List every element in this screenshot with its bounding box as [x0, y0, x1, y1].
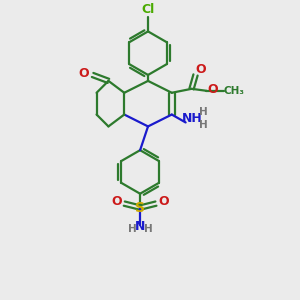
Text: H: H: [128, 224, 136, 234]
Text: H: H: [199, 106, 208, 117]
Text: O: O: [111, 195, 122, 208]
Text: O: O: [207, 83, 218, 96]
Text: O: O: [158, 195, 169, 208]
Text: Cl: Cl: [141, 3, 154, 16]
Text: O: O: [195, 62, 206, 76]
Text: O: O: [78, 68, 89, 80]
Text: N: N: [135, 220, 145, 233]
Text: S: S: [135, 201, 145, 214]
Text: H: H: [144, 224, 152, 234]
Text: H: H: [199, 120, 208, 130]
Text: CH₃: CH₃: [224, 86, 244, 96]
Text: NH: NH: [182, 112, 203, 125]
